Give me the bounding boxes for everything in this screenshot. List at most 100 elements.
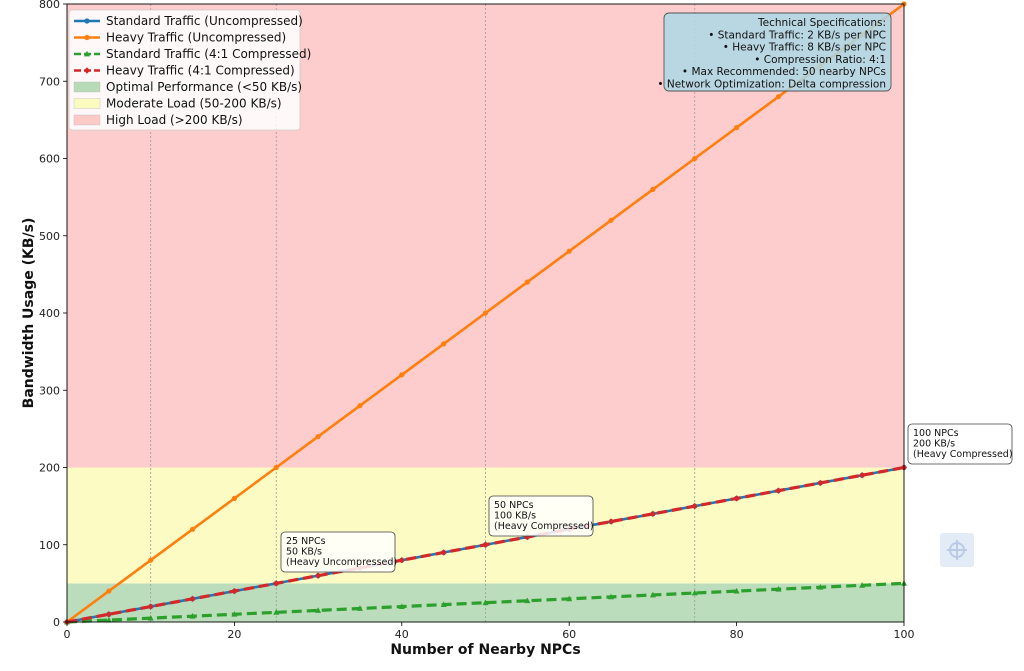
- data-point: [734, 125, 740, 131]
- legend-item: Optimal Performance (<50 KB/s): [73, 80, 302, 94]
- data-point: [231, 611, 238, 617]
- data-point: [608, 217, 614, 223]
- data-point: [692, 155, 698, 162]
- legend-item: Standard Traffic (Uncompressed): [74, 14, 303, 28]
- legend-label: Standard Traffic (4:1 Compressed): [106, 47, 311, 61]
- annotation-text: (Heavy Compressed): [913, 449, 1013, 460]
- data-point: [231, 495, 237, 501]
- data-point: [566, 248, 572, 254]
- data-point: [189, 526, 196, 532]
- data-point: [775, 585, 782, 592]
- data-point: [315, 607, 322, 613]
- annotation-text: 25 NPCs: [286, 536, 326, 547]
- data-point: [775, 94, 782, 100]
- y-tick-label: 200: [39, 462, 60, 475]
- data-point: [650, 186, 656, 192]
- data-point: [106, 588, 112, 594]
- y-tick-label: 800: [39, 0, 60, 11]
- data-point: [440, 549, 447, 556]
- data-point: [105, 616, 112, 623]
- legend-marker: [84, 34, 90, 41]
- data-point: [189, 595, 196, 603]
- data-point: [398, 603, 405, 609]
- data-point: [524, 597, 531, 604]
- x-tick-label: 40: [395, 628, 409, 641]
- data-point: [441, 341, 447, 347]
- y-tick-label: 300: [39, 384, 60, 397]
- annotation-text: (Heavy Compressed): [494, 521, 594, 532]
- data-point: [231, 587, 238, 595]
- y-tick-label: 400: [39, 307, 60, 320]
- legend-box: [68, 9, 301, 131]
- legend-marker: [84, 67, 90, 74]
- data-point: [482, 599, 489, 606]
- data-point: [524, 533, 531, 541]
- data-point: [691, 502, 698, 510]
- data-point: [859, 582, 866, 588]
- data-point: [733, 587, 740, 594]
- annotation-box: [907, 423, 1013, 465]
- data-point: [189, 613, 196, 619]
- data-point: [315, 434, 321, 440]
- legend-item: Moderate Load (50-200 KB/s): [73, 97, 282, 111]
- x-tick-label: 100: [894, 628, 915, 641]
- legend-item: Heavy Traffic (4:1 Compressed): [74, 64, 295, 78]
- x-tick-label: 0: [64, 628, 71, 641]
- data-point: [398, 557, 405, 564]
- series-line-2: [66, 581, 905, 624]
- data-point: [608, 593, 615, 600]
- data-point: [315, 572, 322, 579]
- y-tick-label: 100: [39, 539, 60, 552]
- x-tick-label: 60: [562, 628, 576, 641]
- series-3: [64, 464, 907, 626]
- data-point: [524, 279, 530, 285]
- data-point: [273, 580, 280, 587]
- data-point: [147, 614, 154, 621]
- y-tick-label: 600: [39, 153, 60, 166]
- y-tick-label: 500: [39, 230, 60, 243]
- data-point: [691, 589, 698, 596]
- data-point: [733, 495, 740, 502]
- legend-label: Heavy Traffic (4:1 Compressed): [106, 64, 295, 78]
- annotation-box: [488, 495, 594, 537]
- data-point: [608, 518, 615, 525]
- data-point: [775, 487, 782, 494]
- legend-swatch: [73, 98, 101, 109]
- annotation-text: 50 KB/s: [286, 547, 322, 558]
- legend-marker: [84, 18, 90, 24]
- annotation-box: [280, 531, 396, 573]
- legend-label: Moderate Load (50-200 KB/s): [106, 97, 282, 111]
- series-1: [64, 1, 907, 625]
- data-point: [357, 403, 363, 409]
- data-point: [440, 601, 447, 608]
- y-axis-label: Bandwidth Usage (KB/s): [21, 218, 37, 409]
- legend-marker: [84, 50, 90, 57]
- data-point: [273, 609, 280, 615]
- spec-line: • Standard Traffic: 2 KB/s per NPC: [708, 29, 886, 41]
- spec-line: • Heavy Traffic: 8 KB/s per NPC: [723, 42, 886, 54]
- x-axis-label: Number of Nearby NPCs: [390, 642, 580, 658]
- data-point: [356, 605, 363, 611]
- x-tick-label: 80: [730, 628, 744, 641]
- data-point: [649, 510, 656, 518]
- legend-label: Optimal Performance (<50 KB/s): [106, 80, 302, 94]
- data-point: [105, 611, 112, 618]
- data-point: [566, 595, 573, 602]
- data-point: [273, 464, 279, 471]
- legend-label: High Load (>200 KB/s): [106, 113, 243, 127]
- spec-box: [663, 12, 892, 92]
- spec-line: • Max Recommended: 50 nearby NPCs: [682, 66, 886, 78]
- legend-item: Standard Traffic (4:1 Compressed): [74, 47, 311, 61]
- data-point: [817, 584, 824, 590]
- spec-line: • Compression Ratio: 4:1: [754, 54, 886, 66]
- x-tick-label: 20: [227, 628, 241, 641]
- spec-line: Technical Specifications:: [757, 17, 886, 29]
- watermark-icon: [940, 533, 974, 567]
- data-point: [649, 591, 656, 598]
- spec-line: • Network Optimization: Delta compressio…: [657, 79, 886, 91]
- legend-swatch: [73, 114, 101, 126]
- legend-item: Heavy Traffic (Uncompressed): [74, 31, 286, 45]
